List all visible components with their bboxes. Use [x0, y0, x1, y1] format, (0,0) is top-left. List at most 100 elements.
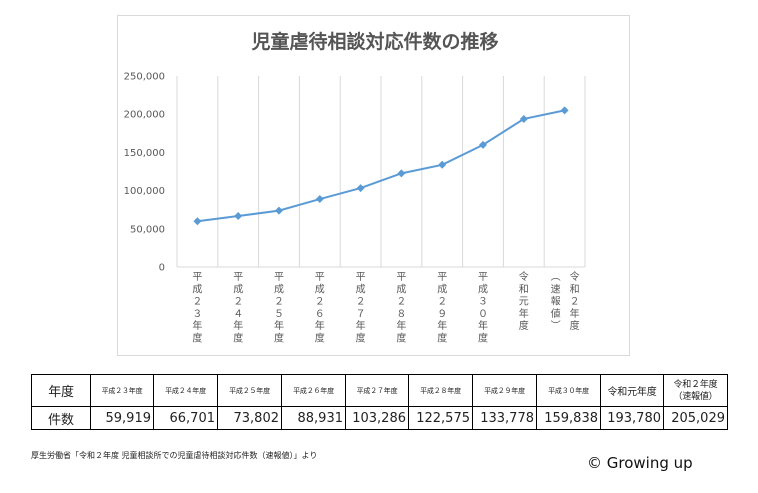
y-tick-label: 250,000	[124, 72, 165, 83]
row-label-count: 件数	[31, 406, 91, 430]
row-label-year: 年度	[31, 374, 91, 407]
svg-text:度: 度	[570, 319, 580, 332]
svg-text:度: 度	[315, 332, 325, 345]
y-axis-ticks: 0 50,000 100,000 150,000 200,000 250,000	[124, 72, 165, 274]
svg-text:報: 報	[551, 296, 561, 308]
svg-text:平: 平	[356, 272, 366, 283]
table-cell-year: 平成２５年度	[217, 374, 282, 407]
svg-text:平: 平	[315, 272, 325, 283]
table-cell-year: 平成２７年度	[345, 374, 409, 407]
y-tick-label: 150,000	[124, 148, 165, 159]
data-table: 年度 平成２３年度 平成２４年度 平成２５年度 平成２６年度 平成２７年度 平成…	[31, 374, 728, 430]
svg-text:２: ２	[192, 297, 202, 308]
table-cell-year-line1: 令和２年度	[673, 379, 718, 390]
table-value-row: 件数 59,919 66,701 73,802 88,931 103,286 1…	[31, 406, 728, 430]
svg-text:平: 平	[274, 272, 284, 283]
svg-text:︵: ︵	[551, 272, 561, 283]
svg-text:度: 度	[396, 332, 406, 345]
x-tick-label: 平成 ３０年度	[478, 272, 488, 345]
table-cell-count: 103,286	[345, 406, 409, 430]
source-note: 厚生労働省「令和２年度 児童相談所での児童虐待相談対応件数（速報値）」より	[31, 451, 318, 460]
svg-text:年: 年	[315, 319, 325, 332]
svg-text:令: 令	[519, 270, 529, 283]
svg-text:度: 度	[519, 319, 529, 332]
svg-text:度: 度	[192, 332, 202, 345]
y-tick-label: 100,000	[124, 186, 165, 197]
table-cell-year-line2: （速報値）	[673, 391, 718, 402]
svg-text:年: 年	[478, 319, 488, 332]
data-point	[397, 169, 406, 178]
table-cell-count: 133,778	[472, 406, 537, 430]
series-line	[193, 106, 569, 226]
data-point	[193, 217, 202, 226]
svg-text:度: 度	[437, 332, 447, 345]
svg-text:度: 度	[478, 332, 488, 345]
svg-text:和: 和	[570, 283, 580, 295]
svg-text:年: 年	[396, 319, 406, 332]
svg-text:２: ２	[570, 297, 580, 308]
table-cell-year: 平成２４年度	[153, 374, 218, 407]
svg-text:２: ２	[437, 297, 447, 308]
svg-text:年: 年	[274, 319, 284, 332]
data-point	[356, 184, 365, 193]
table-cell-year: 令和２年度 （速報値）	[663, 374, 728, 407]
svg-text:令: 令	[570, 270, 580, 283]
svg-text:成: 成	[233, 283, 243, 295]
svg-text:３: ３	[192, 309, 202, 320]
x-tick-label: 平成 ２８年度	[396, 272, 406, 345]
svg-text:９: ９	[437, 309, 447, 320]
table-cell-year: 平成３０年度	[536, 374, 601, 407]
svg-text:２: ２	[274, 297, 284, 308]
table-cell-year: 平成２３年度	[90, 374, 154, 407]
grid-lines	[176, 76, 586, 268]
svg-text:成: 成	[396, 283, 406, 295]
table-cell-count: 88,931	[281, 406, 346, 430]
x-tick-label: 令和元年度	[519, 270, 529, 332]
svg-text:平: 平	[233, 272, 243, 283]
svg-text:成: 成	[437, 283, 447, 295]
svg-text:年: 年	[192, 319, 202, 332]
y-tick-label: 200,000	[124, 110, 165, 121]
table-header-row: 年度 平成２３年度 平成２４年度 平成２５年度 平成２６年度 平成２７年度 平成…	[31, 374, 728, 407]
table-cell-year: 平成２９年度	[472, 374, 537, 407]
table-cell-count: 159,838	[536, 406, 601, 430]
svg-text:年: 年	[519, 307, 529, 320]
svg-text:成: 成	[478, 283, 488, 295]
x-tick-label: 平成 ２３年度	[192, 272, 202, 345]
x-axis-ticks: 平成２３年度平成２４年度平成２５年度平成２６年度平成２７年度平成２８年度平成２９…	[192, 270, 579, 345]
svg-text:値: 値	[551, 307, 561, 320]
x-tick-label: 平成 ２６年度	[315, 272, 325, 345]
chart-title: 児童虐待相談対応件数の推移	[250, 30, 498, 53]
x-tick-label: 平成 ２５年度	[274, 272, 284, 345]
table-cell-year: 平成２６年度	[281, 374, 346, 407]
x-tick-label: 平成 ２４年度	[233, 272, 243, 345]
svg-text:２: ２	[233, 297, 243, 308]
svg-text:７: ７	[356, 309, 366, 320]
x-tick-label: 平成 ２９年度	[437, 272, 447, 345]
svg-text:８: ８	[396, 309, 406, 320]
svg-text:成: 成	[192, 283, 202, 295]
svg-text:度: 度	[356, 332, 366, 345]
table-cell-count: 73,802	[217, 406, 282, 430]
line-chart: 児童虐待相談対応件数の推移 0 50,000 100,000 150,000 200,0…	[124, 30, 586, 345]
x-tick-label: ︵速報値︶	[551, 272, 561, 332]
series-path	[197, 109, 565, 223]
svg-text:４: ４	[233, 309, 243, 320]
svg-text:平: 平	[396, 272, 406, 283]
data-point	[519, 114, 528, 123]
svg-text:０: ０	[478, 309, 488, 320]
data-point	[560, 106, 569, 115]
y-tick-label: 50,000	[130, 224, 165, 235]
svg-text:元: 元	[519, 297, 529, 308]
y-tick-label: 0	[159, 263, 165, 274]
table-cell-count: 66,701	[153, 406, 218, 430]
x-tick-label-extra: 令和 ２年度	[570, 270, 580, 332]
table-cell-year: 平成２８年度	[408, 374, 473, 407]
svg-text:６: ６	[315, 309, 325, 320]
svg-text:成: 成	[356, 283, 366, 295]
svg-text:年: 年	[233, 319, 243, 332]
table-cell-count: 122,575	[408, 406, 473, 430]
svg-text:平: 平	[478, 272, 488, 283]
svg-text:３: ３	[478, 297, 488, 308]
svg-text:和: 和	[519, 283, 529, 295]
